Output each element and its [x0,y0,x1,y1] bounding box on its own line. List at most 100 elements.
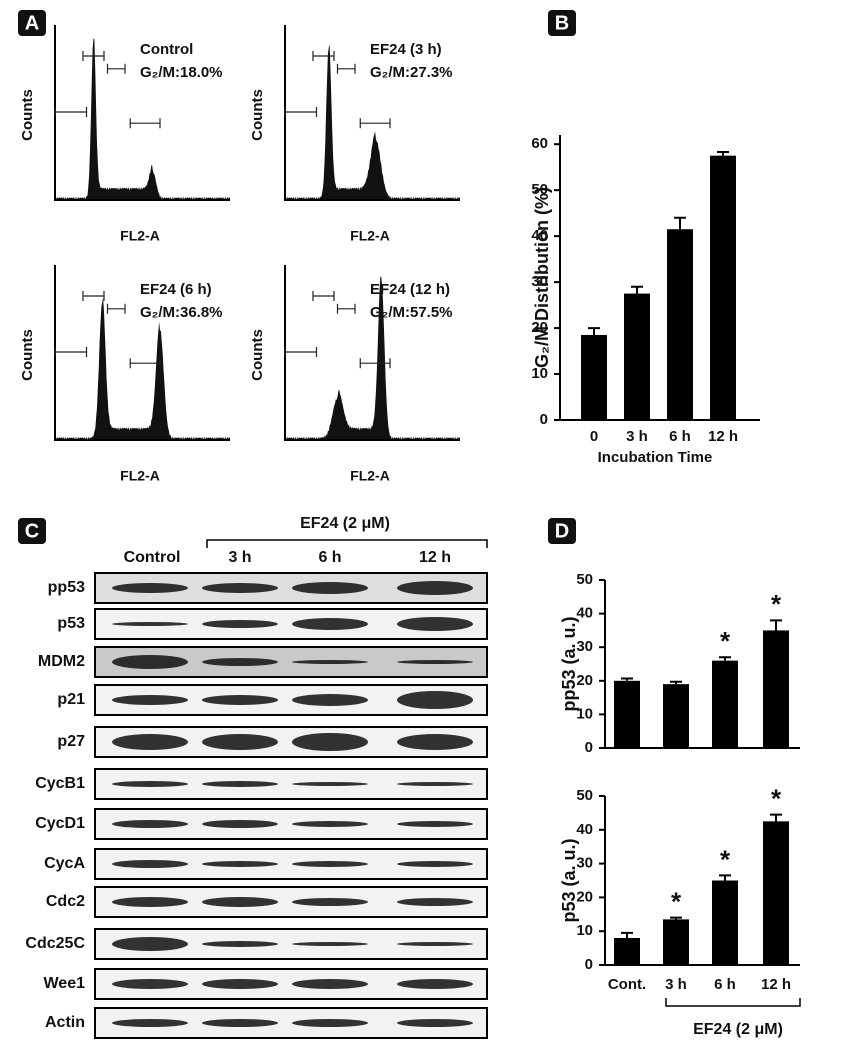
gate-marker [106,63,126,74]
error-bar [770,619,782,631]
blot-band [397,1019,473,1027]
x-tick-label: 12 h [761,976,791,993]
significance: * [771,783,782,813]
flow-stat: G₂/M:36.8% [140,304,223,321]
blot-band [397,821,473,827]
panel-badge [548,518,576,544]
blot-row-label: CycB1 [35,775,85,792]
significance: * [720,626,731,656]
blot-row-label: Cdc2 [46,893,85,910]
blot-band [112,781,188,787]
histogram [55,38,230,201]
y-tick-label: 0 [585,956,593,973]
blot-band [202,695,278,705]
blot-band [397,979,473,989]
gate-marker [82,51,105,61]
y-tick-label: 40 [576,821,593,838]
blot-band [292,1019,368,1027]
flow-label: Control [140,41,193,58]
blot-band [202,583,278,593]
flow-stat: G₂/M:57.5% [370,304,453,321]
flow-label: EF24 (3 h) [370,41,442,58]
significance: * [720,844,731,874]
panel-badge [18,518,46,544]
gate-marker [312,51,335,61]
flow-y-label: Counts [249,329,266,381]
blot-band [397,861,473,867]
group-label: EF24 (2 μM) [693,1021,783,1038]
gate-marker [312,291,335,301]
x-tick-label: Cont. [608,976,646,993]
blot-band [292,942,368,946]
error-bar [670,680,682,685]
y-tick-label: 20 [576,888,593,905]
flow-y-label: Counts [19,89,36,141]
blot-band [202,897,278,907]
blot-band [112,622,188,626]
y-tick-label: 20 [576,672,593,689]
bar [712,660,738,748]
flow-x-label: FL2-A [350,468,390,484]
x-tick-label: 6 h [714,976,736,993]
histogram-axis [54,25,230,201]
blot-band [202,781,278,787]
blot-band [397,617,473,631]
y-axis-label: p53 (a. u.) [559,838,579,922]
blot-band [292,821,368,827]
y-tick-label: 40 [576,605,593,622]
y-tick-label: 10 [531,365,548,382]
y-tick-label: 40 [531,227,548,244]
y-tick-label: 20 [531,319,548,336]
blot-band [112,655,188,669]
blot-band [202,658,278,666]
error-bar [621,677,633,681]
y-tick-label: 60 [531,135,548,152]
flow-x-label: FL2-A [350,228,390,244]
gate-marker [129,118,161,129]
gate-marker [336,63,356,74]
error-bar [588,327,600,335]
panel-letter: A [25,12,39,34]
flow-stat: G₂/M:27.3% [370,64,453,81]
histogram [55,297,230,440]
blot-band [292,782,368,786]
blot-band [292,660,368,664]
panel-letter: D [555,520,569,542]
gate-marker [359,358,391,369]
blot-band [112,583,188,593]
blot-row-label: Cdc25C [25,935,85,952]
blot-band [397,734,473,750]
y-tick-label: 30 [531,273,548,290]
blot-band [292,979,368,989]
histogram [285,44,460,200]
gate-marker [284,347,318,357]
histogram-axis [284,265,460,441]
gate-marker [54,347,88,357]
blot-band [112,979,188,989]
significance: * [671,887,682,917]
blot-row-label: pp53 [48,579,85,596]
x-tick-label: 3 h [626,428,648,445]
error-bar [717,151,729,156]
blot-band [292,861,368,867]
flow-y-label: Counts [249,89,266,141]
y-tick-label: 50 [576,787,593,804]
error-bar [719,656,731,661]
blot-band [202,620,278,628]
blot-band [397,782,473,786]
panel-letter: C [25,520,39,542]
blot-band [112,1019,188,1027]
flow-label: EF24 (12 h) [370,281,450,298]
gate-marker [129,358,161,369]
blot-band [397,660,473,664]
x-axis-label: Incubation Time [598,449,713,466]
blot-column: 3 h [228,549,251,566]
blot-band [292,618,368,630]
blot-band [202,861,278,867]
blot-band [112,897,188,907]
y-axis-label: pp53 (a. u.) [559,616,579,711]
blot-band [397,942,473,946]
gate-marker [106,303,126,314]
y-tick-label: 50 [531,181,548,198]
